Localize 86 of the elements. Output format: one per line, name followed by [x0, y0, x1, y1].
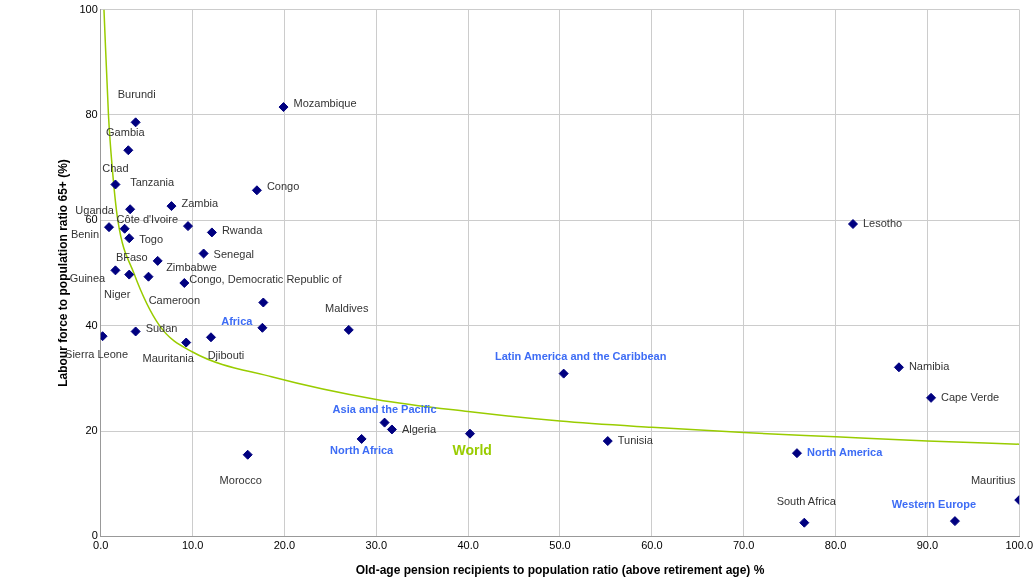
- data-label: North Africa: [330, 443, 395, 456]
- point: [181, 337, 192, 348]
- point: [124, 233, 135, 244]
- point: [799, 517, 810, 528]
- point: [143, 271, 154, 282]
- point: [104, 222, 115, 233]
- point: [110, 265, 121, 276]
- data-label: Mozambique: [293, 97, 357, 110]
- point: [198, 248, 209, 259]
- x-tick-label: 40.0: [457, 539, 479, 552]
- data-label: Zambia: [181, 197, 220, 210]
- x-tick-label: 100.0: [1005, 539, 1033, 552]
- data-label: Tanzania: [130, 176, 176, 189]
- y-tick-label: 40: [85, 318, 98, 331]
- data-label: Mauritius: [970, 474, 1017, 487]
- point: [558, 368, 569, 379]
- point: [205, 332, 216, 343]
- data-label: Western Europe: [891, 498, 977, 511]
- point: [183, 221, 194, 232]
- data-label: Congo: [266, 180, 300, 193]
- data-label: Africa: [221, 314, 254, 327]
- point: [791, 448, 802, 459]
- data-label: Djibouti: [207, 349, 245, 362]
- point: [464, 428, 475, 439]
- point: [893, 362, 904, 373]
- point: [257, 322, 268, 333]
- data-label: Niger: [104, 287, 131, 300]
- x-tick-label: 50.0: [549, 539, 571, 552]
- x-tick-label: 90.0: [916, 539, 939, 552]
- point: [110, 179, 121, 190]
- point: [258, 297, 269, 308]
- point: [179, 278, 190, 289]
- x-tick-label: 0.0: [93, 539, 109, 552]
- point: [152, 255, 163, 266]
- x-tick-label: 20.0: [273, 539, 296, 552]
- x-tick-label: 70.0: [732, 539, 755, 552]
- data-label: Asia and the Pacific: [332, 402, 437, 415]
- x-tick-label: 30.0: [365, 539, 388, 552]
- x-tick-label: 60.0: [641, 539, 663, 552]
- data-label: Latin America and the Caribbean: [494, 349, 667, 362]
- y-tick-label: 80: [85, 107, 98, 120]
- point: [166, 201, 177, 212]
- point: [949, 516, 960, 527]
- data-label: Tunisia: [617, 434, 654, 447]
- data-label: Senegal: [213, 247, 254, 260]
- point: [130, 326, 141, 337]
- y-tick-label: 100: [79, 2, 98, 15]
- data-label: Cameroon: [148, 294, 201, 307]
- x-tick-label: 10.0: [181, 539, 204, 552]
- x-axis-title: Old-age pension recipients to population ratio (above retirement age) %: [355, 563, 765, 578]
- data-label: Benin: [70, 228, 100, 241]
- point: [123, 145, 134, 156]
- data-label: Cape Verde: [941, 390, 1000, 403]
- point: [926, 392, 937, 403]
- data-label: Morocco: [219, 473, 262, 486]
- point: [119, 223, 130, 234]
- point: [125, 204, 136, 215]
- y-tick-label: 0: [91, 529, 98, 542]
- point: [124, 269, 135, 280]
- point: [602, 436, 613, 447]
- data-label: Lesotho: [862, 217, 903, 230]
- point: [343, 324, 354, 335]
- point: [130, 117, 141, 128]
- data-label: Mauritania: [142, 351, 195, 364]
- x-tick-label: 80.0: [824, 539, 847, 552]
- point: [242, 449, 253, 460]
- data-label: Algeria: [401, 423, 438, 436]
- data-label: Rwanda: [221, 224, 264, 237]
- point: [206, 227, 217, 238]
- data-label: South Africa: [776, 494, 837, 507]
- data-label: Guinea: [69, 272, 107, 285]
- point: [847, 219, 858, 230]
- point: [356, 433, 367, 444]
- y-tick-label: 20: [85, 424, 98, 437]
- data-label: Togo: [139, 233, 164, 246]
- data-label: Zimbabwe: [166, 260, 217, 273]
- data-label: Congo, Democratic Republic of: [189, 272, 343, 285]
- point: [379, 417, 390, 428]
- point: [278, 102, 289, 113]
- point: [251, 185, 262, 196]
- data-label: North America: [806, 446, 884, 459]
- data-label: Burundi: [117, 88, 156, 101]
- point: [386, 424, 397, 435]
- series-label: World: [452, 442, 492, 459]
- data-label: Namibia: [908, 360, 951, 373]
- data-label: Maldives: [325, 301, 369, 314]
